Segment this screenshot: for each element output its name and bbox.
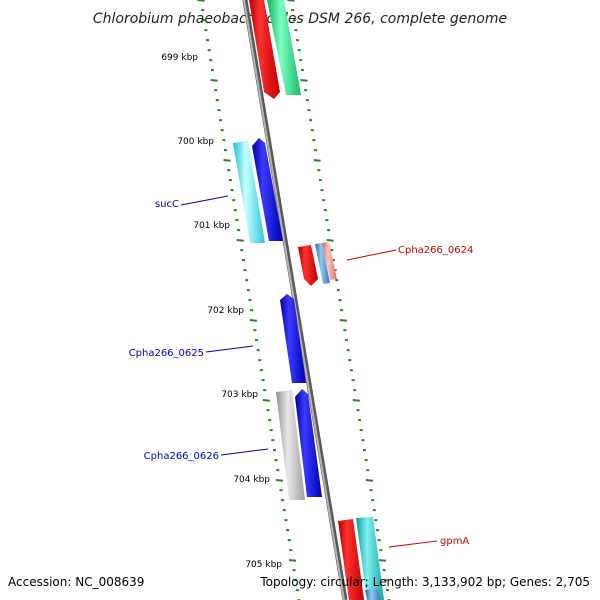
right-track-major-tick	[352, 399, 360, 402]
right-track-major-tick	[339, 319, 347, 322]
left-tick-track	[197, 0, 301, 600]
gene-cpha266-0624-pink[interactable]	[322, 242, 337, 280]
gene-cpha266-0625-blue[interactable]	[280, 294, 306, 383]
left-track-major-tick	[210, 79, 218, 82]
gene-label-group-gpmA[interactable]: gpmA	[388, 536, 469, 548]
right-track-major-tick	[365, 479, 374, 482]
ruler-label-705: 705 kbp	[245, 560, 282, 570]
gene-cpha266-0624-red[interactable]	[298, 245, 318, 286]
topology-text: Topology: circular; Length: 3,133,902 bp…	[259, 575, 590, 589]
ruler-label-700: 700 kbp	[177, 137, 214, 147]
ruler-label-702: 702 kbp	[207, 306, 244, 316]
gene-gpmA-red[interactable]	[338, 519, 364, 600]
left-track-major-tick	[249, 319, 257, 322]
gene-label-group-cpha266-0625[interactable]: Cpha266_0625	[129, 345, 254, 359]
gene-red-top[interactable]	[249, 0, 280, 99]
ruler-label-699: 699 kbp	[161, 53, 198, 63]
right-tick-track	[287, 0, 391, 600]
gene-label-group-cpha266-0624[interactable]: Cpha266_0624	[346, 245, 473, 261]
ruler-label-701: 701 kbp	[193, 221, 230, 231]
right-track-major-tick	[378, 559, 387, 562]
gene-gpmA-teal[interactable]	[356, 517, 384, 600]
left-track-major-tick	[275, 479, 284, 482]
accession-text: Accession: NC_008639	[8, 575, 144, 589]
gene-green-top[interactable]	[267, 0, 301, 95]
left-track-major-tick	[288, 559, 297, 562]
kbp-ruler: 699 kbp 700 kbp 701 kbp 702 kbp 703 kbp …	[161, 53, 282, 570]
right-track-major-tick	[287, 0, 295, 2]
gene-sucC-blue[interactable]	[252, 138, 283, 241]
gene-label-cpha266-0626[interactable]: Cpha266_0626	[144, 451, 219, 462]
right-track-major-tick	[300, 79, 308, 82]
left-track-major-tick	[236, 239, 244, 242]
gene-cpha266-0624-steel[interactable]	[315, 243, 330, 284]
ruler-label-703: 703 kbp	[221, 390, 258, 400]
left-track-major-tick	[262, 399, 270, 402]
gene-label-gpmA[interactable]: gpmA	[440, 536, 469, 547]
left-track-major-tick	[197, 0, 205, 2]
gene-label-sucC[interactable]: sucC	[155, 199, 179, 210]
left-track-major-tick	[223, 159, 231, 162]
gene-sucC-cyan[interactable]	[233, 141, 265, 243]
right-track-major-tick	[326, 239, 334, 242]
gene-label-group-sucC[interactable]: sucC	[155, 195, 229, 210]
gene-bottom-steel[interactable]	[365, 589, 381, 600]
gene-label-group-cpha266-0626[interactable]: Cpha266_0626	[144, 448, 269, 462]
gene-label-cpha266-0625[interactable]: Cpha266_0625	[129, 348, 204, 359]
genome-title: Chlorobium phaeobacteroides DSM 266, com…	[93, 11, 507, 27]
gene-cpha266-0626-gray[interactable]	[276, 390, 305, 500]
ruler-label-704: 704 kbp	[233, 475, 270, 485]
right-track-major-tick	[313, 159, 321, 162]
gene-cpha266-0626-blue[interactable]	[295, 389, 322, 497]
gene-label-cpha266-0624[interactable]: Cpha266_0624	[398, 245, 473, 256]
